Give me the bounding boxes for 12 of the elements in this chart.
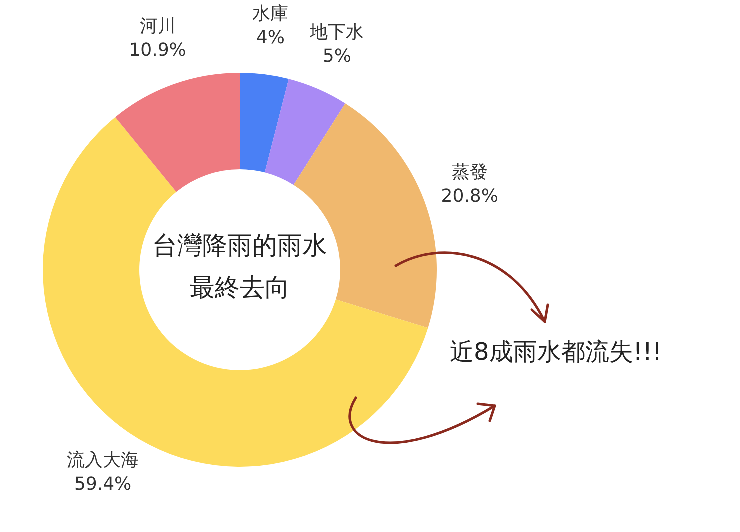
slice-label: 水庫 [252, 4, 289, 25]
data-label: 4% [256, 28, 285, 49]
slice-label: 流入大海 [67, 450, 140, 471]
data-label: 20.8% [441, 186, 498, 207]
data-label: 10.9% [129, 40, 186, 61]
text: 近8成雨水都流失!!! [450, 337, 662, 368]
data-label: 59.4% [74, 474, 132, 495]
slice-label: 河川 [140, 16, 176, 37]
text: 台灣降雨的雨水最終去向 [152, 230, 328, 304]
data-label: 5% [322, 46, 352, 67]
slice-label: 蒸發 [452, 162, 488, 183]
slice-label: 地下水 [309, 22, 364, 43]
